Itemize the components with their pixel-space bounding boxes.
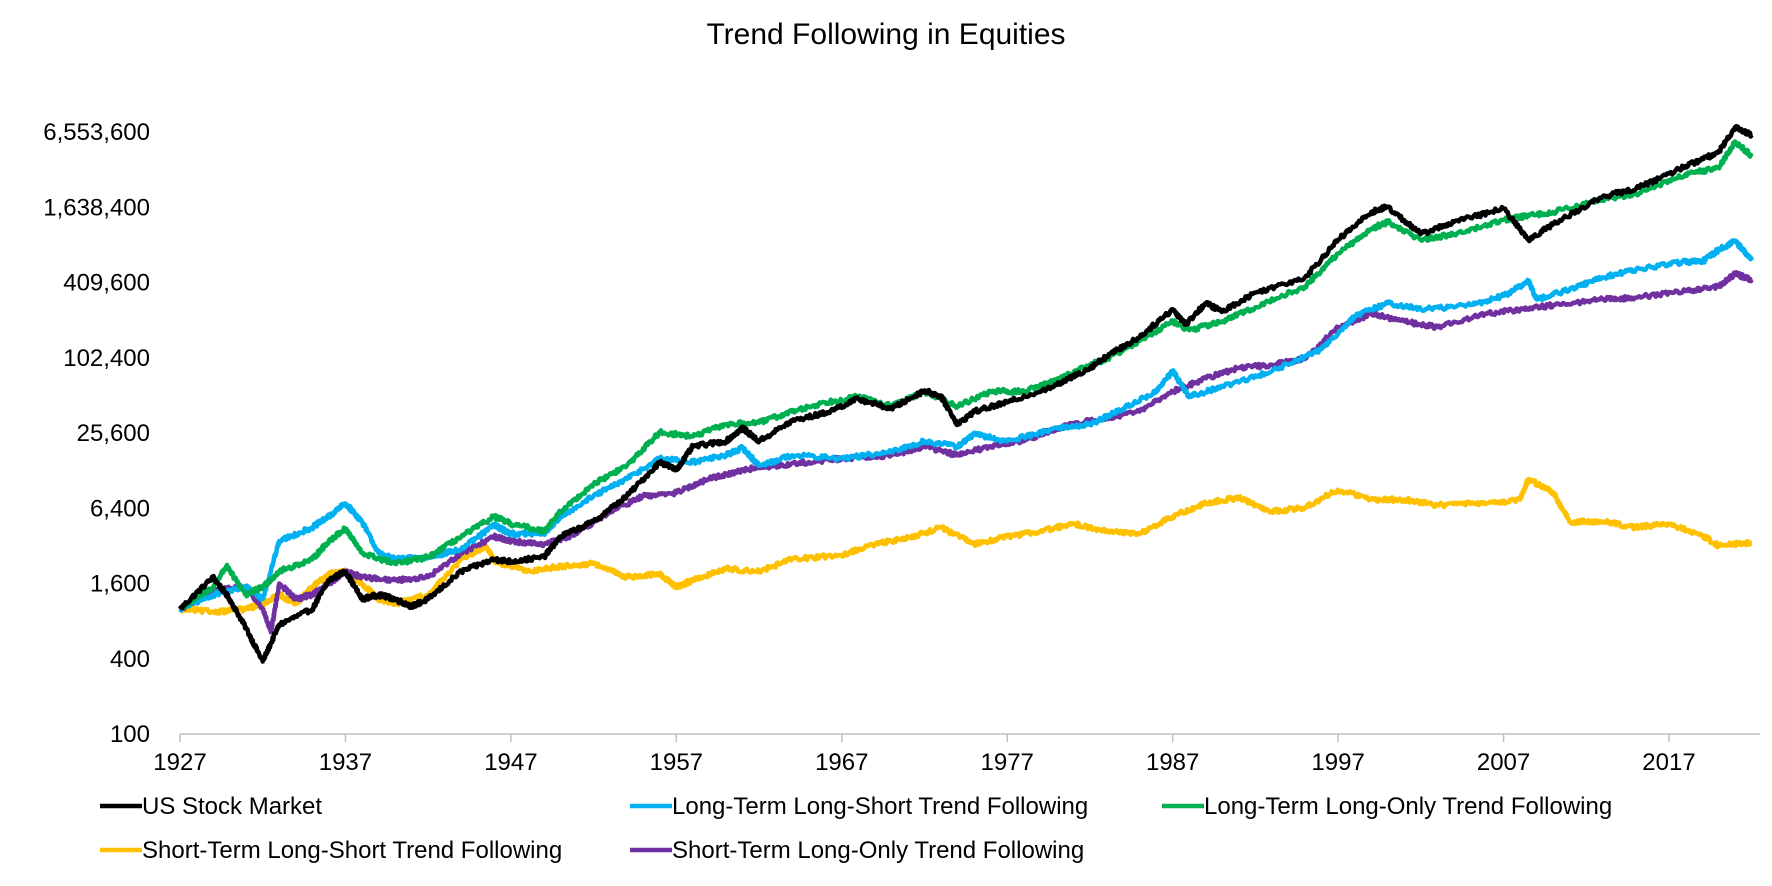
x-tick-label: 1957 xyxy=(650,749,703,776)
chart-title: Trend Following in Equities xyxy=(706,18,1065,51)
y-tick-label: 102,400 xyxy=(63,345,150,372)
x-tick-label: 2007 xyxy=(1477,749,1530,776)
y-tick-label: 25,600 xyxy=(77,420,150,447)
x-tick-label: 1947 xyxy=(484,749,537,776)
legend-label: Short-Term Long-Short Trend Following xyxy=(142,837,562,864)
x-tick-label: 1927 xyxy=(153,749,206,776)
series-line-1 xyxy=(178,238,1754,613)
legend-label: US Stock Market xyxy=(142,793,322,820)
series-line-0 xyxy=(178,123,1754,664)
x-tick-label: 1937 xyxy=(319,749,372,776)
x-tick-label: 2017 xyxy=(1642,749,1695,776)
y-tick-label: 100 xyxy=(110,721,150,748)
y-tick-label: 1,638,400 xyxy=(43,194,150,221)
y-tick-label: 400 xyxy=(110,646,150,673)
x-tick-label: 1987 xyxy=(1146,749,1199,776)
series-line-4 xyxy=(178,269,1754,635)
legend: US Stock Market Long-Term Long-Short Tren… xyxy=(100,793,1612,864)
legend-label: Long-Term Long-Only Trend Following xyxy=(1204,793,1612,820)
y-tick-label: 409,600 xyxy=(63,270,150,297)
y-tick-label: 1,600 xyxy=(90,571,150,598)
y-tick-label: 6,553,600 xyxy=(43,119,150,146)
legend-label: Long-Term Long-Short Trend Following xyxy=(672,793,1088,820)
y-tick-label: 6,400 xyxy=(90,495,150,522)
x-tick-label: 1977 xyxy=(981,749,1034,776)
series-line-3 xyxy=(178,476,1753,616)
legend-label: Short-Term Long-Only Trend Following xyxy=(672,837,1084,864)
plot-area xyxy=(178,123,1754,664)
x-tick-label: 1967 xyxy=(815,749,868,776)
axes: 100 400 1,600 6,400 25,600 102,400 409,600 1,63… xyxy=(43,119,1760,776)
x-tick-label: 1997 xyxy=(1311,749,1364,776)
